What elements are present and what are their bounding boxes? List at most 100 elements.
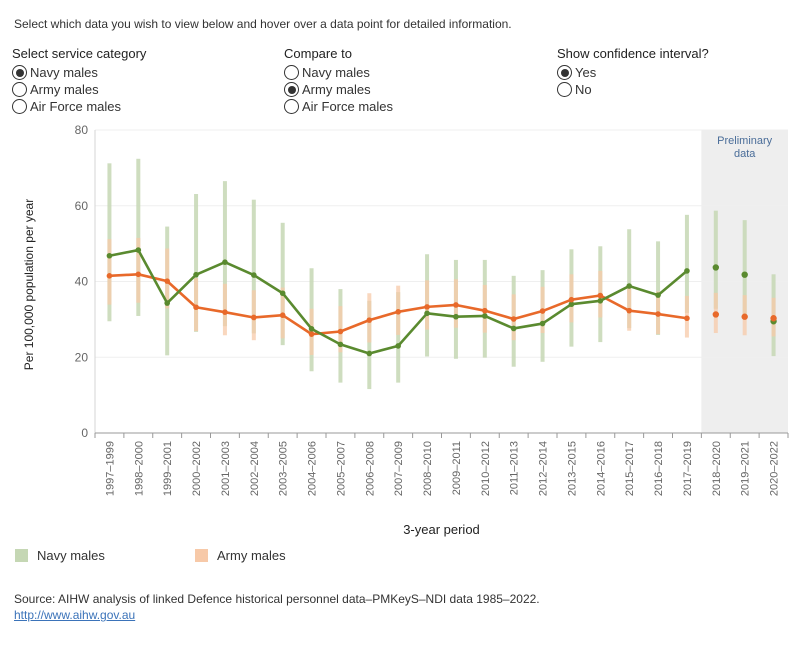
source-text: Source: AIHW analysis of linked Defence …: [14, 592, 540, 606]
ci-bar: [251, 199, 256, 334]
ci-bar: [367, 300, 372, 390]
y-tick-label: 0: [81, 426, 88, 440]
x-tick-label: 2017–2019: [682, 441, 694, 496]
ci-bar: [194, 194, 199, 332]
ci-option-no[interactable]: No: [557, 81, 709, 98]
ci-bar: [136, 237, 141, 303]
x-tick-label: 1997–1999: [104, 441, 116, 496]
data-point: [164, 278, 170, 284]
x-tick-label: 2006–2008: [364, 441, 376, 496]
ci-bar: [713, 210, 718, 309]
ci-bar: [742, 220, 747, 316]
data-point: [308, 326, 315, 332]
service-option-label: Air Force males: [30, 99, 122, 114]
x-tick-label: 2014–2016: [595, 441, 607, 496]
y-axis-title: Per 100,000 population per year: [22, 199, 36, 370]
x-tick-label: 2013–2015: [566, 441, 578, 496]
data-point: [684, 315, 690, 322]
data-point: [308, 331, 315, 337]
data-point: [712, 264, 720, 271]
ci-bar: [280, 222, 285, 346]
x-axis-title: 3-year period: [403, 522, 480, 537]
data-point: [655, 292, 661, 298]
ci-bar: [136, 158, 141, 316]
service-radio-navy[interactable]: [12, 65, 27, 80]
x-tick-label: 2001–2003: [220, 441, 232, 496]
data-point: [482, 313, 488, 319]
data-point: [712, 311, 720, 318]
service-radio-air-force[interactable]: [12, 99, 27, 114]
data-point: [106, 273, 113, 279]
data-point: [106, 252, 113, 259]
ci-radio-no[interactable]: [557, 82, 572, 97]
data-point: [395, 343, 401, 349]
data-point: [655, 311, 661, 317]
data-point: [568, 296, 575, 303]
data-point: [279, 290, 286, 297]
preliminary-label: Preliminary data: [717, 135, 773, 160]
x-tick-label: 2011–2013: [509, 441, 521, 495]
ci-bar: [627, 229, 632, 329]
data-point: [626, 283, 632, 289]
legend-swatch-navy: [15, 549, 28, 562]
service-option-navy[interactable]: Navy males: [12, 64, 146, 81]
x-tick-label: 2004–2006: [307, 441, 319, 496]
service-option-army[interactable]: Army males: [12, 81, 146, 98]
data-point: [510, 325, 517, 332]
x-tick-label: 2018–2020: [711, 441, 723, 496]
compare-radio-army[interactable]: [284, 82, 299, 97]
data-point: [684, 268, 690, 274]
compare-option-army[interactable]: Army males: [284, 81, 393, 98]
data-point: [337, 341, 344, 348]
data-point: [453, 302, 459, 308]
compare-to-control: Compare to Navy males Army males Air For…: [284, 46, 393, 115]
data-point: [366, 317, 373, 323]
data-point: [597, 298, 604, 304]
service-category-control: Select service category Navy males Army …: [12, 46, 146, 115]
data-point: [568, 301, 575, 308]
service-option-air-force[interactable]: Air Force males: [12, 98, 146, 115]
compare-to-title: Compare to: [284, 46, 352, 61]
legend-label-navy: Navy males: [37, 548, 105, 563]
x-tick-label: 2003–2005: [278, 441, 290, 496]
data-point: [193, 304, 199, 311]
ci-radio-yes[interactable]: [557, 65, 572, 80]
service-radio-army[interactable]: [12, 82, 27, 97]
data-point: [539, 320, 546, 327]
compare-option-label: Air Force males: [302, 99, 394, 114]
data-point: [424, 304, 430, 310]
ci-bar: [222, 181, 227, 327]
x-tick-label: 2019–2021: [740, 441, 752, 496]
data-point: [741, 313, 748, 320]
ci-option-label: No: [575, 82, 592, 97]
x-tick-label: 1999–2001: [162, 441, 174, 496]
data-point: [510, 316, 517, 322]
data-point: [279, 312, 286, 319]
compare-radio-navy[interactable]: [284, 65, 299, 80]
x-tick-label: 2005–2007: [335, 441, 347, 496]
compare-option-label: Army males: [302, 82, 371, 97]
confidence-interval-control: Show confidence interval? Yes No: [557, 46, 709, 98]
ci-bar: [656, 241, 661, 335]
data-point: [597, 292, 604, 299]
x-tick-label: 2007–2009: [393, 441, 405, 496]
compare-option-air-force[interactable]: Air Force males: [284, 98, 393, 115]
ci-option-label: Yes: [575, 65, 597, 80]
data-point: [424, 310, 430, 317]
data-point: [135, 247, 142, 253]
y-tick-label: 80: [75, 123, 89, 137]
legend-item-army[interactable]: Army males: [195, 548, 286, 563]
service-option-label: Navy males: [30, 65, 98, 80]
service-option-label: Army males: [30, 82, 99, 97]
legend-item-navy[interactable]: Navy males: [15, 548, 105, 563]
ci-option-yes[interactable]: Yes: [557, 64, 709, 81]
data-point: [193, 271, 199, 278]
source-link[interactable]: http://www.aihw.gov.au: [14, 608, 136, 622]
x-tick-label: 2009–2011: [451, 441, 463, 495]
instruction-text: Select which data you wish to view below…: [14, 17, 512, 31]
confidence-interval-title: Show confidence interval?: [557, 46, 709, 61]
ci-bar: [396, 292, 401, 383]
data-point: [770, 315, 777, 322]
compare-option-navy[interactable]: Navy males: [284, 64, 393, 81]
compare-radio-air-force[interactable]: [284, 99, 299, 114]
